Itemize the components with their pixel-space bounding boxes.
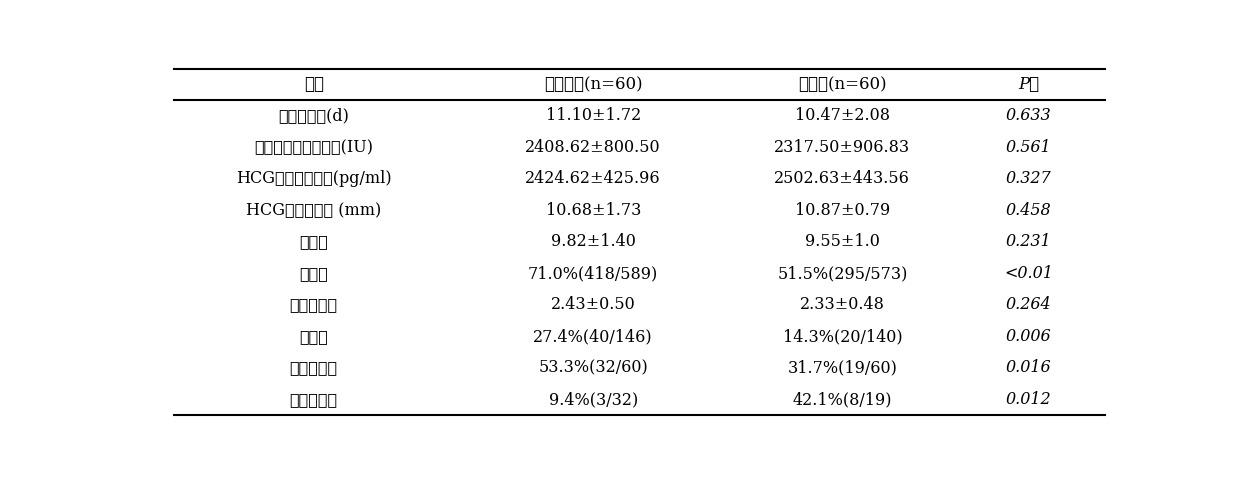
Text: <0.01: <0.01 — [1005, 265, 1053, 282]
Text: 2408.62±800.50: 2408.62±800.50 — [525, 139, 662, 156]
Text: 总促性腺激素使用量(IU): 总促性腺激素使用量(IU) — [254, 139, 373, 156]
Text: 0.327: 0.327 — [1006, 171, 1052, 187]
Text: 10.87±0.79: 10.87±0.79 — [794, 202, 890, 219]
Text: 0.012: 0.012 — [1006, 391, 1052, 408]
Text: 42.1%(8/19): 42.1%(8/19) — [793, 391, 892, 408]
Text: 临床妊娠率: 临床妊娠率 — [290, 359, 338, 376]
Text: 11.10±1.72: 11.10±1.72 — [545, 107, 641, 125]
Text: 27.4%(40/146): 27.4%(40/146) — [534, 328, 653, 345]
Text: HCG日内膜厚度 (mm): HCG日内膜厚度 (mm) — [247, 202, 382, 219]
Text: 9.82±1.40: 9.82±1.40 — [551, 233, 636, 251]
Text: 促排卵天数(d): 促排卵天数(d) — [279, 107, 349, 125]
Text: 10.47±2.08: 10.47±2.08 — [795, 107, 890, 125]
Text: 10.68±1.73: 10.68±1.73 — [545, 202, 641, 219]
Text: 14.3%(20/140): 14.3%(20/140) — [783, 328, 902, 345]
Text: 31.7%(19/60): 31.7%(19/60) — [788, 359, 897, 376]
Text: 受精率: 受精率 — [300, 265, 328, 282]
Text: 51.5%(295/573): 51.5%(295/573) — [777, 265, 907, 282]
Text: 0.264: 0.264 — [1006, 297, 1052, 313]
Text: 2317.50±906.83: 2317.50±906.83 — [774, 139, 911, 156]
Text: 治疗周期(n=60): 治疗周期(n=60) — [544, 76, 643, 93]
Text: 2.43±0.50: 2.43±0.50 — [551, 297, 636, 313]
Text: 早期流产率: 早期流产率 — [290, 391, 338, 408]
Text: 71.0%(418/589): 71.0%(418/589) — [528, 265, 658, 282]
Text: 2502.63±443.56: 2502.63±443.56 — [774, 171, 911, 187]
Text: P值: P值 — [1018, 76, 1040, 93]
Text: 53.3%(32/60): 53.3%(32/60) — [538, 359, 648, 376]
Text: 9.4%(3/32): 9.4%(3/32) — [549, 391, 638, 408]
Text: 0.633: 0.633 — [1006, 107, 1052, 125]
Text: 2424.62±425.96: 2424.62±425.96 — [525, 171, 662, 187]
Text: 0.006: 0.006 — [1006, 328, 1052, 345]
Text: 2.33±0.48: 2.33±0.48 — [800, 297, 885, 313]
Text: 9.55±1.0: 9.55±1.0 — [805, 233, 880, 251]
Text: 获卵数: 获卵数 — [300, 233, 328, 251]
Text: 0.231: 0.231 — [1006, 233, 1052, 251]
Text: HCG日雌激素水平(pg/ml): HCG日雌激素水平(pg/ml) — [235, 171, 392, 187]
Text: 0.458: 0.458 — [1006, 202, 1052, 219]
Text: 变量: 变量 — [304, 76, 323, 93]
Text: 种植率: 种植率 — [300, 328, 328, 345]
Text: 上周期(n=60): 上周期(n=60) — [798, 76, 887, 93]
Text: 移植胚胎数: 移植胚胎数 — [290, 297, 338, 313]
Text: 0.561: 0.561 — [1006, 139, 1052, 156]
Text: 0.016: 0.016 — [1006, 359, 1052, 376]
